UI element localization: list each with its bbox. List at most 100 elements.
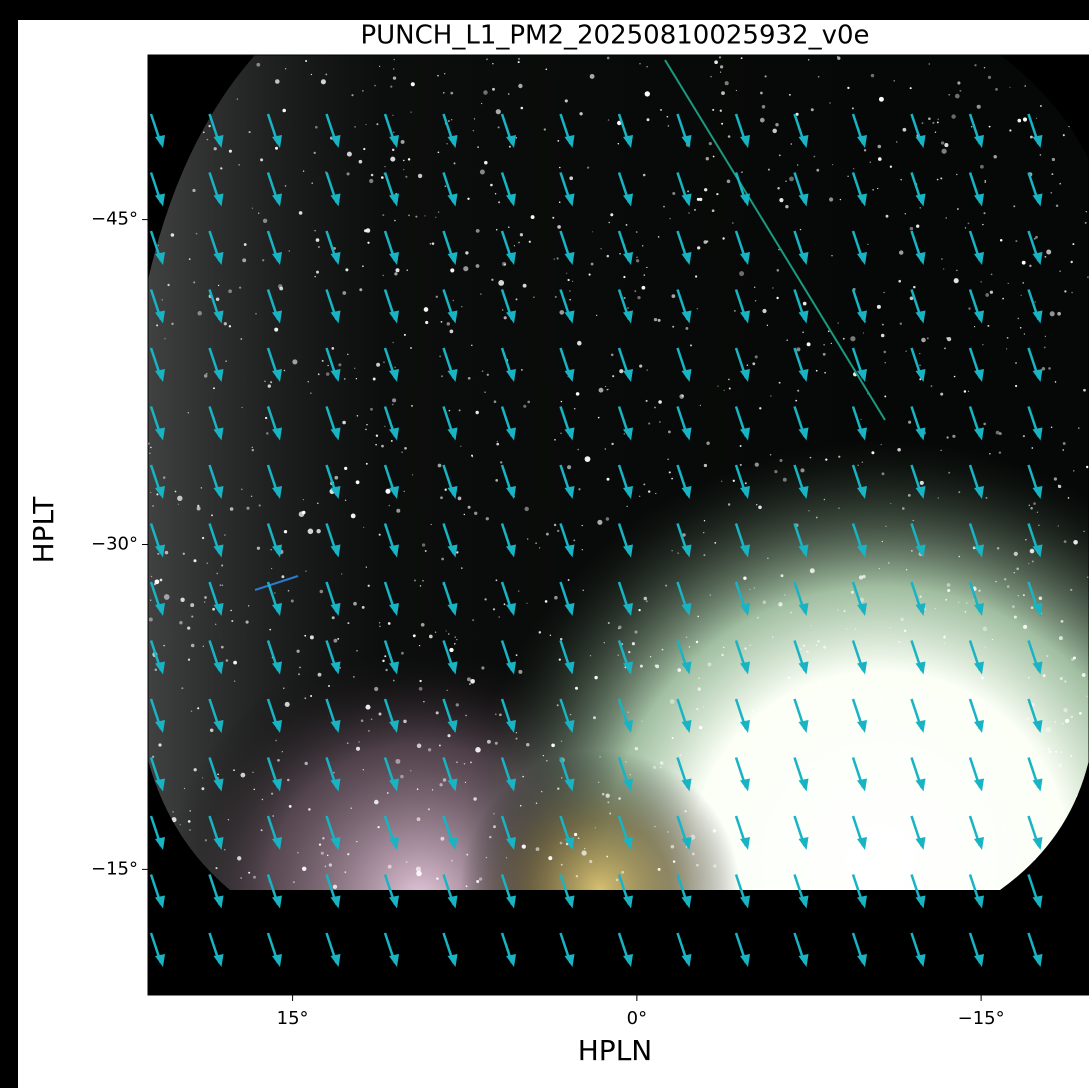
star xyxy=(815,369,818,372)
star xyxy=(672,325,675,328)
star xyxy=(377,825,380,829)
star xyxy=(815,516,818,519)
star xyxy=(463,266,469,272)
star xyxy=(943,642,946,644)
arrow-head xyxy=(623,369,633,382)
star xyxy=(554,295,557,298)
star xyxy=(187,820,191,823)
star xyxy=(605,517,610,521)
star xyxy=(805,856,809,859)
arrow-head xyxy=(915,486,926,499)
star xyxy=(1005,348,1008,350)
star xyxy=(617,627,620,630)
star xyxy=(671,550,673,552)
star xyxy=(902,127,907,132)
star xyxy=(208,124,211,128)
star xyxy=(989,453,991,455)
star xyxy=(575,392,580,396)
star xyxy=(277,758,280,762)
star xyxy=(177,503,179,505)
star xyxy=(639,63,641,65)
star xyxy=(365,704,371,710)
star xyxy=(401,651,404,655)
star xyxy=(298,511,305,517)
star xyxy=(937,118,939,121)
star xyxy=(544,600,548,603)
star xyxy=(284,68,287,70)
star xyxy=(582,589,584,591)
arrow-head xyxy=(740,252,750,265)
star xyxy=(956,208,959,210)
star xyxy=(475,229,480,233)
star xyxy=(987,324,990,327)
star xyxy=(1017,317,1020,320)
star xyxy=(362,769,364,771)
star xyxy=(831,163,834,166)
star xyxy=(988,125,991,128)
star xyxy=(980,281,982,283)
star xyxy=(467,376,471,380)
star xyxy=(589,73,595,79)
star xyxy=(441,557,444,561)
star xyxy=(381,444,384,448)
star xyxy=(744,482,747,485)
star xyxy=(753,844,757,849)
arrow-head xyxy=(623,837,633,850)
star xyxy=(1085,211,1087,213)
star xyxy=(177,495,183,502)
star xyxy=(809,456,812,459)
star xyxy=(554,438,556,441)
arrow-head xyxy=(564,603,575,616)
star xyxy=(1030,507,1033,510)
star xyxy=(670,844,675,849)
arrow-head xyxy=(389,135,399,148)
star xyxy=(764,848,770,854)
star xyxy=(744,647,747,650)
arrow-head xyxy=(623,603,633,616)
arrow-head xyxy=(506,135,516,148)
star xyxy=(825,458,828,461)
star xyxy=(162,476,166,479)
star xyxy=(1022,282,1024,284)
star xyxy=(996,547,1000,550)
star xyxy=(1050,191,1053,194)
star xyxy=(941,148,947,154)
star xyxy=(641,285,646,290)
star xyxy=(839,198,842,201)
star xyxy=(228,289,232,294)
star xyxy=(1001,764,1004,767)
star xyxy=(224,534,226,536)
star xyxy=(967,390,970,393)
star xyxy=(217,773,219,776)
star xyxy=(353,367,356,370)
arrow-head xyxy=(506,720,516,733)
star xyxy=(1014,855,1020,862)
star xyxy=(850,590,854,594)
star xyxy=(1063,707,1068,713)
arrow-head xyxy=(974,135,984,148)
star xyxy=(187,412,189,414)
star xyxy=(320,851,324,855)
star xyxy=(519,804,522,807)
star xyxy=(369,178,374,184)
star xyxy=(669,699,675,704)
arrow-head xyxy=(915,837,926,850)
star xyxy=(817,75,820,78)
star xyxy=(590,262,594,266)
star xyxy=(241,488,243,491)
star xyxy=(392,679,395,682)
star xyxy=(638,495,641,498)
star xyxy=(463,513,465,516)
star xyxy=(924,785,927,788)
star xyxy=(732,479,735,482)
star xyxy=(648,422,651,425)
star xyxy=(523,404,527,408)
star xyxy=(275,146,278,150)
star xyxy=(251,207,254,209)
arrow-head xyxy=(272,720,282,733)
star xyxy=(606,477,610,481)
star xyxy=(347,353,349,356)
star xyxy=(202,645,204,647)
star xyxy=(395,268,400,273)
star xyxy=(498,201,501,204)
